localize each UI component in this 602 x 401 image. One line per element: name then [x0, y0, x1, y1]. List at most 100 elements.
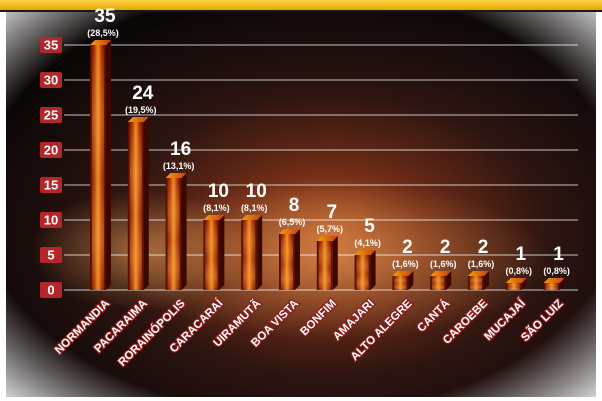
y-tick-label: 25 — [44, 108, 58, 123]
percent-label: (1,6%) — [392, 259, 419, 269]
bar-top — [543, 278, 565, 283]
bar-flame-texture — [92, 45, 104, 290]
bar-side — [521, 278, 527, 290]
y-tick-badge — [40, 212, 62, 228]
bar-side — [446, 271, 452, 290]
bar — [165, 173, 187, 290]
value-label: 10 — [246, 181, 267, 202]
y-tick-label: 30 — [44, 73, 58, 88]
percent-label: (1,6%) — [468, 259, 495, 269]
bar-top — [165, 173, 187, 178]
value-label: 7 — [327, 202, 338, 223]
bar-flame-texture — [470, 276, 482, 290]
y-tick-badge — [40, 282, 62, 298]
percent-label: (6,5%) — [279, 217, 306, 227]
bar-side — [332, 236, 338, 290]
bar — [241, 215, 263, 290]
bar-top — [354, 250, 376, 255]
y-axis: 0 5 10 15 20 25 30 35 — [40, 37, 62, 298]
percent-label: (8,1%) — [241, 203, 268, 213]
bars — [90, 40, 565, 290]
bar-flame-texture — [545, 283, 558, 290]
value-label: 2 — [440, 237, 451, 258]
y-tick-label: 10 — [44, 213, 58, 228]
bar-side — [181, 173, 187, 290]
percent-label: (5,7%) — [317, 224, 344, 234]
bar-flame-texture — [167, 178, 180, 290]
bar-top — [203, 215, 225, 220]
y-tick-badge — [40, 247, 62, 263]
value-label: 2 — [402, 237, 413, 258]
y-tick-label: 5 — [47, 248, 54, 263]
data-labels: 35(28,5%)24(19,5%)16(13,1%)10(8,1%)10(8,… — [87, 6, 570, 276]
bar-flame-texture — [243, 220, 256, 290]
bar — [279, 229, 300, 290]
bar-side — [559, 278, 565, 290]
bar-top — [279, 229, 300, 234]
bar — [90, 40, 111, 290]
bar-flame-texture — [432, 276, 445, 290]
bar-top — [127, 117, 149, 122]
y-tick-label: 15 — [44, 178, 58, 193]
top-frame-edge — [0, 10, 602, 12]
value-label: 1 — [516, 244, 527, 265]
bar-top — [241, 215, 263, 220]
value-label: 1 — [553, 244, 564, 265]
bar — [505, 278, 527, 290]
bar — [430, 271, 452, 290]
bar — [203, 215, 225, 290]
y-tick-badge — [40, 177, 62, 193]
percent-label: (1,6%) — [430, 259, 457, 269]
percent-label: (13,1%) — [163, 161, 195, 171]
bar-side — [370, 250, 376, 290]
bar-flame-texture — [129, 122, 142, 290]
y-tick-label: 0 — [47, 283, 54, 298]
value-label: 5 — [364, 216, 375, 237]
y-tick-badge — [40, 37, 62, 53]
bar-flame-texture — [356, 255, 369, 290]
bar — [392, 271, 414, 290]
percent-label: (8,1%) — [203, 203, 230, 213]
value-label: 2 — [478, 237, 489, 258]
bar-side — [219, 215, 225, 290]
bar-flame-texture — [507, 283, 520, 290]
bar-flame-texture — [318, 241, 331, 290]
bar-top — [430, 271, 452, 276]
y-tick-label: 35 — [44, 38, 58, 53]
y-tick-label: 20 — [44, 143, 58, 158]
percent-label: (28,5%) — [87, 28, 119, 38]
bar-top — [392, 271, 414, 276]
bar-top — [468, 271, 489, 276]
percent-label: (0,8%) — [506, 266, 533, 276]
bar-side — [484, 271, 489, 290]
value-label: 10 — [208, 181, 229, 202]
percent-label: (0,8%) — [543, 266, 570, 276]
bar — [354, 250, 376, 290]
bar-top — [90, 40, 111, 45]
value-label: 24 — [132, 83, 154, 104]
bar-side — [106, 40, 111, 290]
percent-label: (19,5%) — [125, 105, 157, 115]
bar — [316, 236, 338, 290]
value-label: 35 — [94, 6, 116, 27]
percent-label: (4,1%) — [354, 238, 381, 248]
value-label: 16 — [170, 139, 191, 160]
bar-flame-texture — [394, 276, 407, 290]
bar — [468, 271, 489, 290]
bar-flame-texture — [205, 220, 218, 290]
bar — [127, 117, 149, 290]
bar-flame-texture — [281, 234, 293, 290]
bar-top — [505, 278, 527, 283]
bar-side — [295, 229, 300, 290]
bar — [543, 278, 565, 290]
y-tick-badge — [40, 107, 62, 123]
y-tick-badge — [40, 72, 62, 88]
bar-top — [316, 236, 338, 241]
bar-side — [143, 117, 149, 290]
value-label: 8 — [289, 195, 300, 216]
top-frame — [0, 0, 602, 10]
bar-side — [408, 271, 414, 290]
y-tick-badge — [40, 142, 62, 158]
